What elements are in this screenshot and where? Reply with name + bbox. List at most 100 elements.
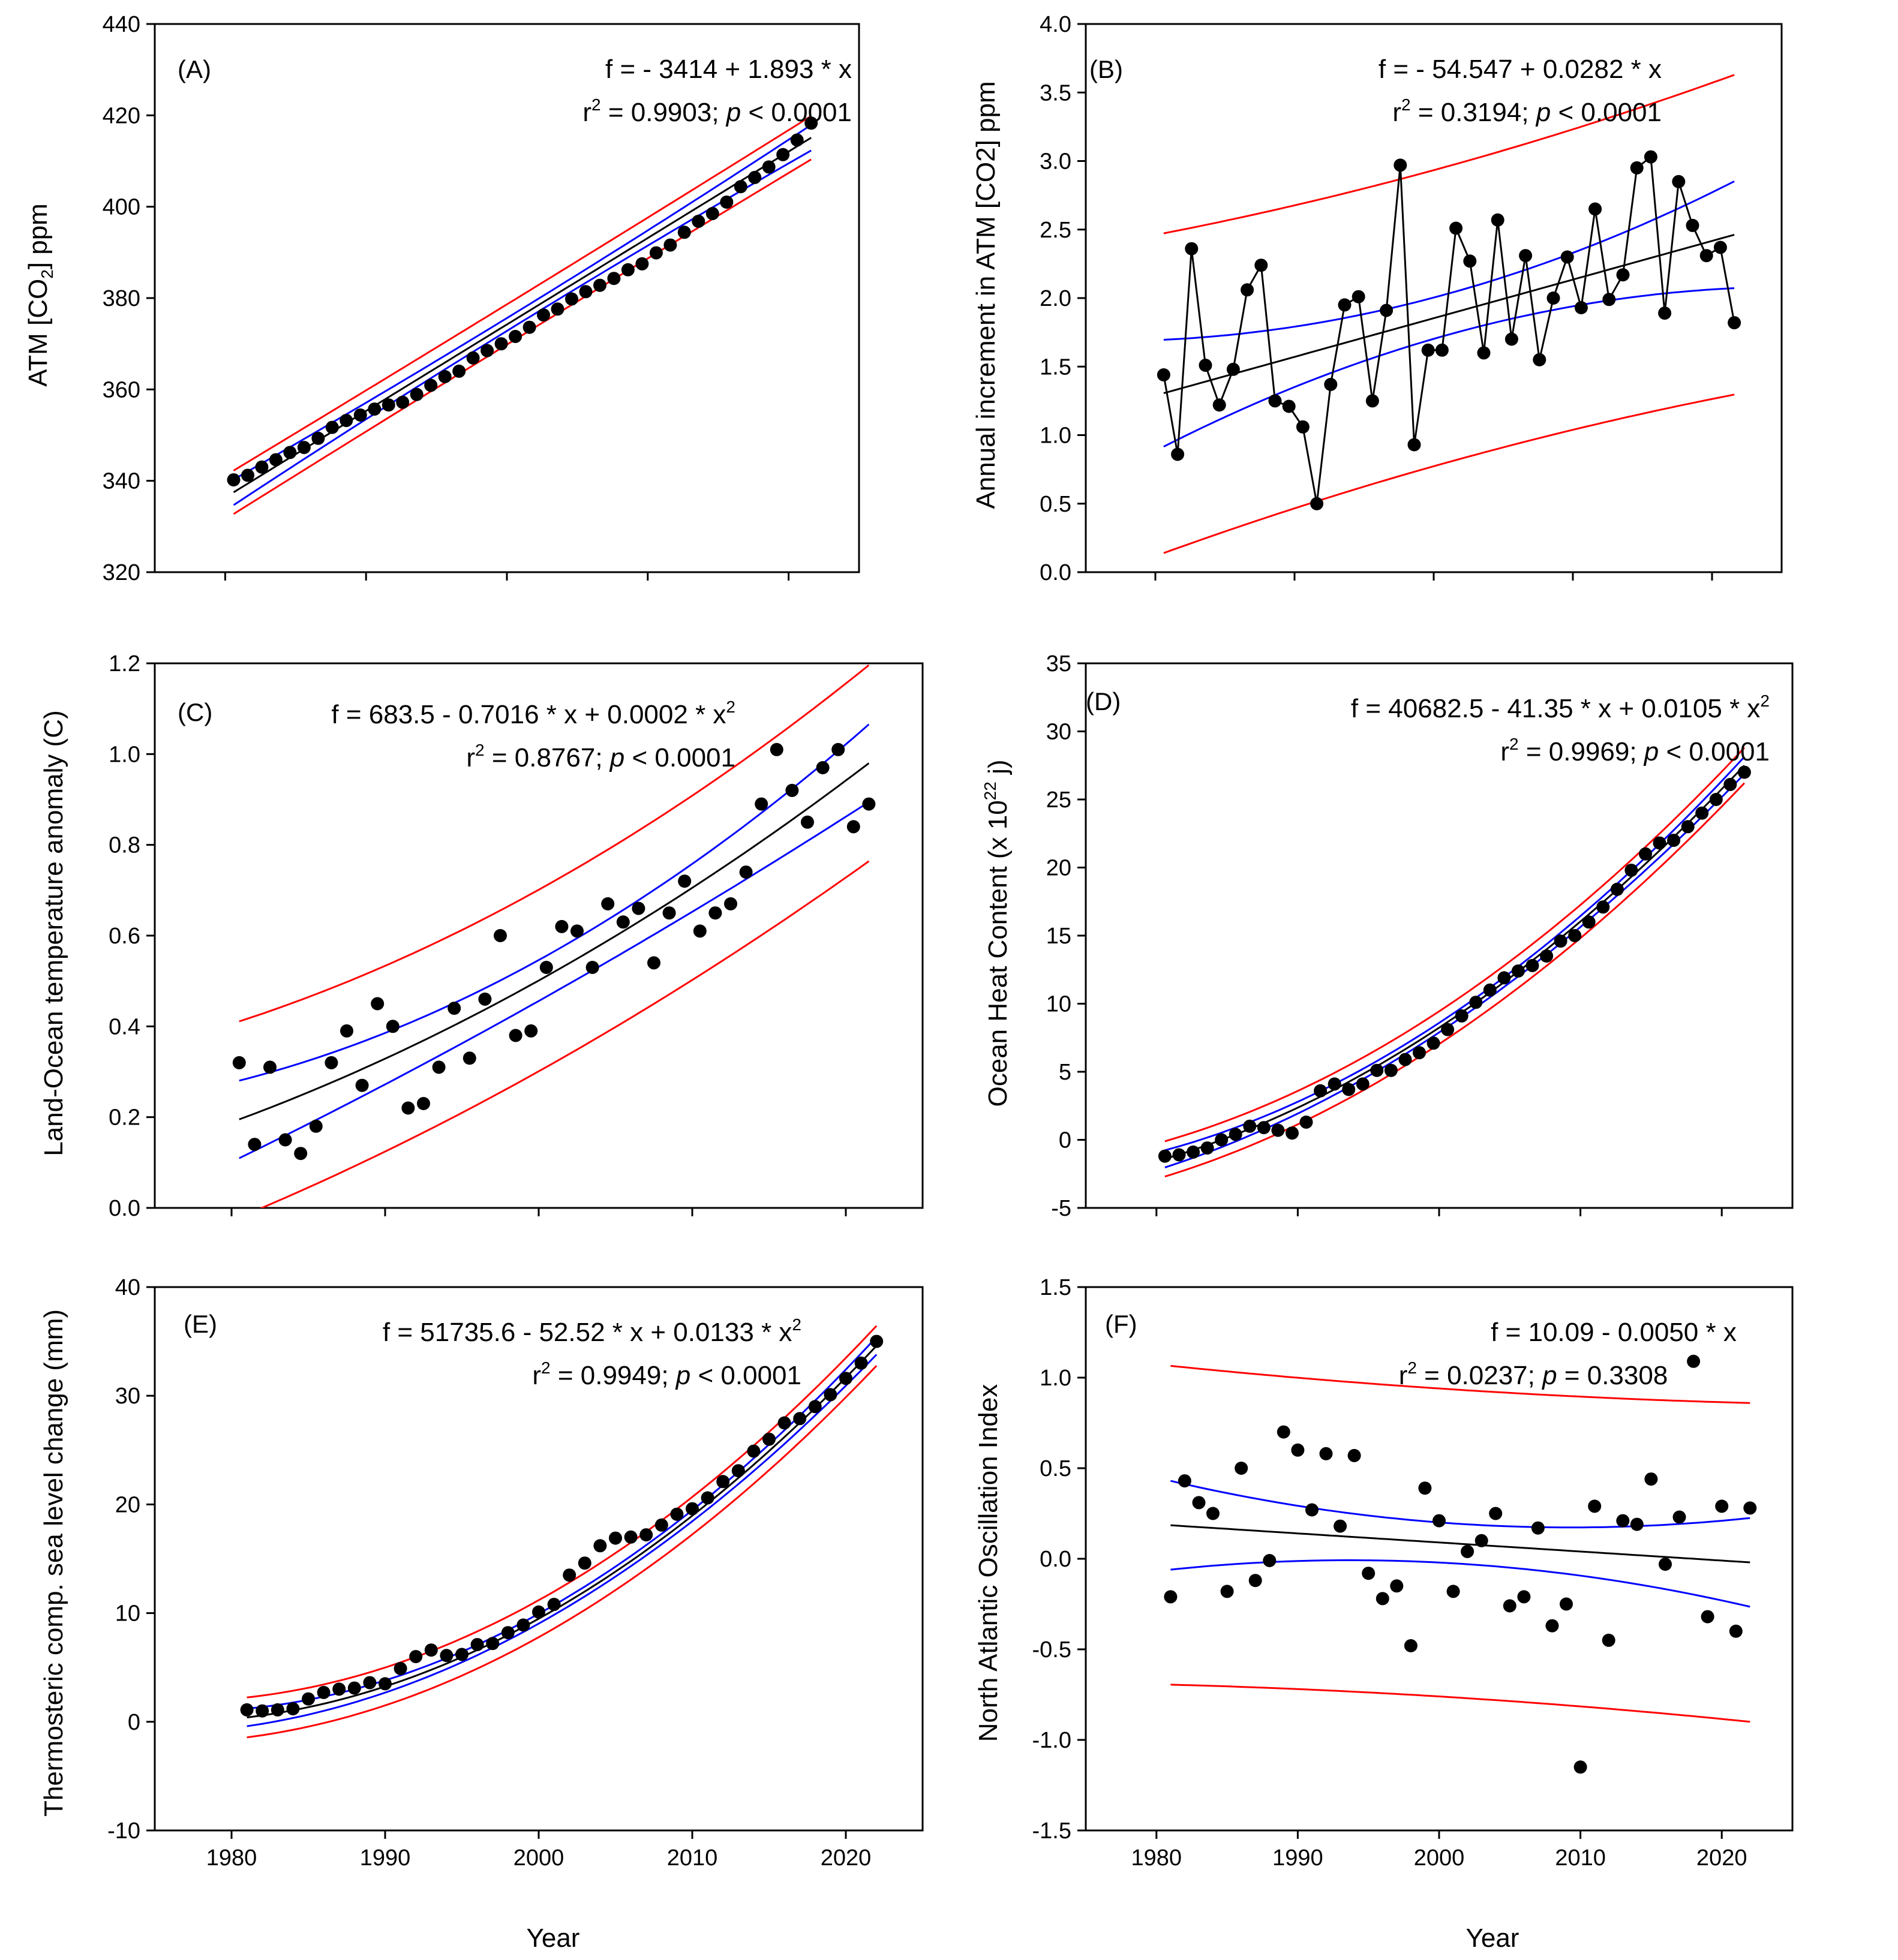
panel-d-data-point — [1653, 836, 1666, 850]
panel-d-data-point — [1158, 1149, 1172, 1163]
panel-c-data-point — [478, 992, 492, 1006]
panel-d-ytick-label: -5 — [1051, 1196, 1071, 1221]
panel-f-data-point — [1573, 1760, 1587, 1774]
panel-e-label: (E) — [184, 1310, 217, 1338]
panel-c-data-point — [570, 924, 584, 938]
panel-d-label: (D) — [1086, 687, 1121, 716]
panel-e-data-point — [731, 1464, 745, 1478]
panel-f-data-point — [1418, 1481, 1432, 1495]
panel-b-data-point — [1449, 221, 1463, 235]
panel-b-ytick-label: 1.0 — [1040, 423, 1071, 449]
panel-f-data-point — [1630, 1517, 1644, 1531]
panel-c-data-point — [739, 865, 753, 879]
panel-d-r2: r2 = 0.9969; p < 0.0001 — [1500, 735, 1770, 766]
panel-b-data-point — [1421, 343, 1435, 357]
panel-f-data-point — [1305, 1503, 1319, 1517]
panel-c-r2: r2 = 0.8767; p < 0.0001 — [466, 741, 735, 772]
panel-c-data-point — [539, 961, 553, 974]
panel-c-confidence-upper — [239, 723, 870, 1082]
panel-c-data-point — [417, 1097, 430, 1110]
panel-e-ytick-label: 40 — [115, 1275, 140, 1300]
panel-b-data-point — [1212, 398, 1226, 412]
panel-b-data-point — [1310, 497, 1324, 510]
panel-d-ytick-label: 15 — [1046, 924, 1071, 949]
panel-e-data-point — [486, 1637, 500, 1651]
panel-f-data-point — [1390, 1579, 1404, 1593]
panel-e-data-point — [839, 1372, 852, 1385]
panel-f-ytick-label: -1.0 — [1032, 1728, 1071, 1753]
panel-a-data-point — [776, 148, 790, 161]
panel-b-data-point — [1365, 394, 1379, 408]
panel-f-data-point — [1602, 1633, 1615, 1647]
panel-e-data-point — [271, 1703, 284, 1716]
panel-d-ylabel: Ocean Heat Content (x 1022 j) — [981, 760, 1013, 1107]
panel-c-data-point — [248, 1138, 262, 1152]
panel-e-data-point — [332, 1682, 346, 1696]
panel-f-ytick-label: 0.0 — [1040, 1547, 1071, 1572]
panel-b-data-point — [1254, 258, 1268, 272]
panel-c-data-point — [432, 1060, 446, 1074]
panel-b-data-point — [1519, 249, 1533, 263]
panel-c-label: (C) — [178, 698, 212, 726]
panel-c-ytick-label: 1.2 — [109, 651, 140, 677]
panel-a-data-point — [480, 344, 494, 357]
panel-d-data-point — [1681, 820, 1695, 834]
panel-a-data-point — [734, 180, 747, 194]
panel-c-prediction-upper — [239, 664, 870, 1023]
panel-b-data-point — [1491, 213, 1504, 227]
panel-d-data-point — [1723, 778, 1737, 791]
panel-f-data-point — [1319, 1447, 1333, 1460]
panel-d-chart: -5 0 5 10 15 20 25 30 35 (D) f = 40682.5 - 41.35… — [981, 651, 1794, 1221]
panel-b-data-point — [1658, 306, 1672, 320]
panel-e-data-point — [470, 1638, 484, 1652]
panel-b-ytick-label: 2.0 — [1040, 286, 1071, 311]
panel-e-data-point — [777, 1416, 791, 1430]
panel-a-ytick-label: 380 — [103, 286, 140, 311]
panel-d-data-point — [1624, 864, 1638, 877]
panel-c-data-point — [647, 956, 660, 970]
panel-a-data-point — [494, 337, 508, 351]
panel-d-data-point — [1384, 1063, 1398, 1077]
panel-e-data-point — [256, 1704, 269, 1718]
panel-f-xtick-label: 1980 — [1131, 1845, 1182, 1871]
panel-a-data-point — [762, 160, 776, 174]
panel-a-data-point — [621, 263, 635, 276]
panel-b-equation: f = - 54.547 + 0.0282 * x — [1379, 55, 1662, 84]
panel-f-data-point — [1560, 1597, 1573, 1611]
panel-a-data-point — [677, 226, 691, 239]
panel-c-data-point — [785, 783, 799, 797]
panel-f-data-point — [1588, 1499, 1602, 1513]
panel-b-fit-line — [1163, 233, 1735, 395]
panel-d-ytick-label: 30 — [1046, 720, 1071, 745]
panel-c-data-point — [278, 1133, 292, 1147]
panel-f-data-point — [1334, 1519, 1347, 1533]
panel-d-data-point — [1356, 1077, 1370, 1091]
panel-b-chart: 0.0 0.5 1.0 1.5 2.0 2.5 3.0 3.5 4.0 (B) f = - 54… — [971, 12, 1783, 585]
panel-f-data-point — [1291, 1443, 1305, 1457]
panel-e-confidence-lower — [247, 1354, 878, 1727]
panel-f-data-point — [1206, 1507, 1220, 1520]
panel-d-data-point — [1257, 1121, 1271, 1135]
panel-f-ytick-label: 1.5 — [1040, 1275, 1071, 1300]
panel-e-data-point — [379, 1677, 392, 1691]
panel-f-r2: r2 = 0.0237; p = 0.3308 — [1399, 1358, 1668, 1390]
panel-d-data-point — [1314, 1084, 1328, 1098]
panel-a-data-point — [663, 238, 677, 252]
panel-f-ytick-label: 0.5 — [1040, 1456, 1071, 1481]
panel-d-data-point — [1610, 882, 1624, 896]
panel-b-ytick-label: 0.0 — [1040, 560, 1071, 585]
panel-a-data-point — [353, 408, 367, 422]
panel-f-data-point — [1489, 1507, 1503, 1520]
panel-f-xtick-label: 2000 — [1414, 1845, 1465, 1871]
panel-d-data-point — [1243, 1119, 1257, 1133]
panel-a-data-point — [522, 320, 536, 334]
panel-e-data-point — [563, 1568, 576, 1582]
panel-e-data-point — [824, 1388, 837, 1402]
panel-e-xlabel: Year — [527, 1923, 580, 1953]
panel-c-data-point — [524, 1024, 538, 1038]
panel-a-data-point — [241, 468, 254, 482]
panel-f-equation: f = 10.09 - 0.0050 * x — [1491, 1318, 1737, 1347]
panel-d-data-point — [1398, 1053, 1412, 1066]
panel-c-data-point — [494, 929, 507, 942]
panel-c-ytick-label: 0.0 — [109, 1196, 140, 1221]
